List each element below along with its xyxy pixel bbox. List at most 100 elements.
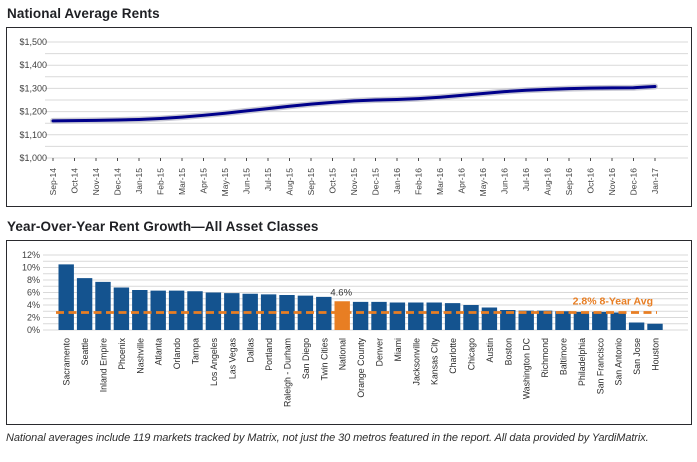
category-label: Kansas City [430, 337, 440, 385]
x-tick-label: Aug-16 [543, 168, 553, 196]
bar [481, 307, 498, 330]
bar-chart-title: Year-Over-Year Rent Growth—All Asset Cla… [7, 219, 319, 234]
x-axis-labels: Sacramento Seattle Inland Empire Phoenix Nas… [62, 337, 661, 407]
category-label: Philadelphia [577, 338, 587, 386]
rents-line-chart-svg: $1,000 $1,100 $1,200 $1,300 $1,400 $1,500 Sep-… [19, 37, 688, 197]
category-label: Twin Cities [319, 337, 329, 380]
y-tick-label: 2% [27, 313, 40, 323]
category-label: Nashville [135, 338, 145, 374]
x-tick-label: Jan-15 [134, 168, 144, 194]
bar [573, 311, 590, 330]
category-label: Miami [393, 338, 403, 362]
bar [352, 301, 369, 330]
category-label: Los Angeles [209, 337, 219, 386]
x-tick-label: Nov-15 [349, 168, 359, 196]
category-label: Phoenix [117, 337, 127, 369]
bar [150, 290, 166, 330]
rent-line-glow [50, 83, 658, 124]
bar [628, 322, 645, 330]
x-tick-label: Apr-15 [199, 168, 209, 194]
category-label: San Francisco [595, 338, 605, 394]
bar [536, 310, 553, 330]
y-tick-label: 10% [22, 263, 40, 273]
y-tick-label: 0% [27, 325, 40, 335]
x-tick-label: Nov-16 [607, 168, 617, 196]
y-tick-label: $1,000 [19, 153, 47, 163]
category-label: Austin [485, 338, 495, 363]
rent-growth-bar-chart-svg: 0% 2% 4% 6% 8% 10% 12% Sacramento Seattle Inland … [22, 250, 688, 407]
category-label: Denver [375, 338, 385, 366]
bar [187, 291, 203, 330]
rent-line [51, 85, 657, 123]
bar [334, 301, 350, 330]
category-label: San Antonio [614, 338, 624, 386]
bar [76, 278, 93, 330]
line-chart-mount: $1,000 $1,100 $1,200 $1,300 $1,400 $1,500 Sep-… [7, 28, 691, 206]
y-tick-label: $1,400 [19, 60, 47, 70]
x-tick-label: May-16 [478, 168, 488, 197]
category-label: Houston [651, 338, 661, 371]
x-tick-label: Mar-16 [435, 168, 445, 195]
bar [168, 290, 185, 330]
category-label: Washington DC [522, 337, 532, 399]
category-label: San Jose [632, 338, 642, 375]
y-tick-label: 8% [27, 275, 40, 285]
bar [647, 323, 663, 330]
category-label: Sacramento [62, 338, 72, 386]
bar [610, 312, 626, 330]
x-tick-label: Jun-16 [500, 168, 510, 194]
x-tick-label: Jan-16 [392, 168, 402, 194]
y-tick-label: $1,500 [19, 37, 47, 47]
x-tick-label: Oct-15 [328, 168, 338, 194]
x-tick-label: Sep-14 [48, 168, 58, 196]
bar [463, 305, 479, 330]
category-label: Dallas [246, 337, 256, 362]
x-tick-label: Dec-16 [629, 168, 639, 196]
category-label: Orlando [172, 338, 182, 369]
x-tick-label: Jul-16 [521, 168, 531, 191]
x-axis-ticks [52, 158, 656, 161]
bar [500, 310, 516, 330]
y-tick-label: 6% [27, 288, 40, 298]
x-tick-label: Jul-15 [263, 168, 273, 191]
x-tick-label: Nov-14 [91, 168, 101, 196]
category-label: Portland [264, 338, 274, 371]
x-tick-label: Oct-16 [586, 168, 596, 194]
category-label: Charlotte [448, 338, 458, 374]
x-tick-label: Dec-15 [371, 168, 381, 196]
x-tick-label: Dec-14 [113, 168, 123, 196]
x-tick-label: Aug-15 [285, 168, 295, 196]
x-tick-label: Jan-17 [650, 168, 660, 194]
bars [58, 264, 663, 330]
x-tick-label: May-15 [220, 168, 230, 197]
line-chart-box: $1,000 $1,100 $1,200 $1,300 $1,400 $1,500 Sep-… [6, 27, 692, 207]
category-label: Raleigh - Durham [283, 338, 293, 407]
bar [58, 264, 74, 330]
category-label: Chicago [467, 338, 477, 370]
bar [132, 290, 148, 330]
bar [592, 311, 608, 330]
x-tick-label: Oct-14 [70, 168, 80, 194]
x-tick-label: Feb-15 [156, 168, 166, 195]
category-label: Las Vegas [227, 337, 237, 379]
category-label: Boston [503, 338, 513, 365]
x-tick-label: Sep-16 [564, 168, 574, 196]
y-axis-labels: 0% 2% 4% 6% 8% 10% 12% [22, 250, 40, 335]
x-axis-labels: Sep-14 Oct-14 Nov-14 Dec-14 Jan-15 Feb-15 Mar-… [48, 168, 660, 197]
avg-line-label: 2.8% 8-Year Avg [573, 296, 653, 308]
y-axis-labels: $1,000 $1,100 $1,200 $1,300 $1,400 $1,500 [19, 37, 47, 163]
bar [95, 281, 111, 330]
x-tick-label: Sep-15 [306, 168, 316, 196]
bar [113, 287, 130, 330]
bar [297, 295, 314, 330]
category-label: Orange County [356, 337, 366, 397]
bar-chart-box: 0% 2% 4% 6% 8% 10% 12% Sacramento Seattle Inland … [6, 240, 692, 425]
y-tick-label: $1,300 [19, 83, 47, 93]
y-tick-label: 12% [22, 250, 40, 260]
report-page: National Average Rents $1,000 $1,100 $1,20… [6, 6, 692, 444]
category-label: Baltimore [559, 338, 569, 375]
line-chart-title: National Average Rents [7, 6, 160, 21]
bar [408, 302, 424, 330]
national-value-label: 4.6% [330, 287, 352, 298]
y-tick-label: 4% [27, 300, 40, 310]
